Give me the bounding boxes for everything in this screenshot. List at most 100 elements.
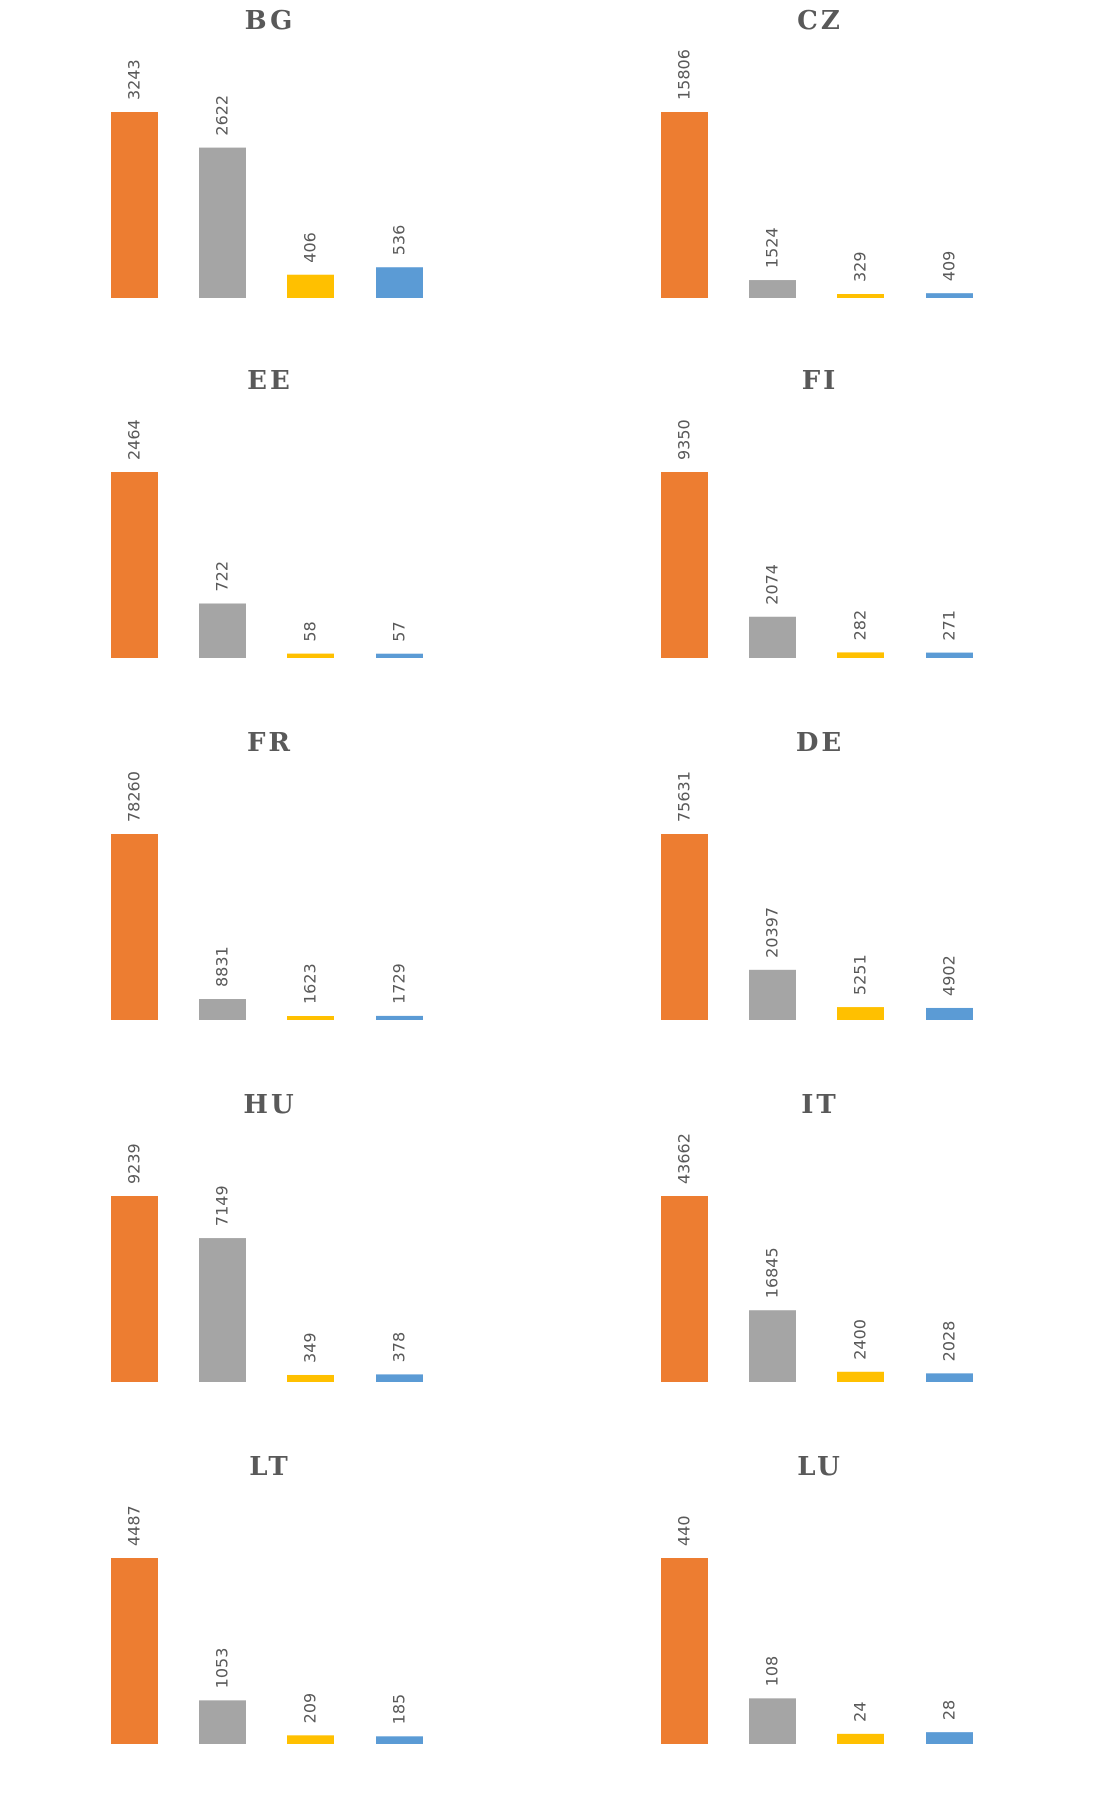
bar-3 <box>837 652 884 658</box>
data-label: 108 <box>763 1656 782 1687</box>
bar-1 <box>111 1558 158 1744</box>
bar-3 <box>287 274 334 298</box>
bar-2 <box>199 1238 246 1382</box>
bar-3 <box>837 294 884 298</box>
data-label: 271 <box>940 610 959 641</box>
chart-title: FI <box>801 366 839 396</box>
data-label: 185 <box>390 1694 409 1725</box>
chart-title: FR <box>246 728 294 758</box>
data-label: 536 <box>390 225 409 256</box>
bar-chart: 75631 20397 5251 4902 <box>661 771 973 1020</box>
bar-2 <box>199 603 246 658</box>
bar-3 <box>287 1374 334 1382</box>
data-label: 1053 <box>213 1648 232 1689</box>
chart-panel-lu: LU 440 108 24 28 <box>560 1446 1080 1806</box>
bar-1 <box>661 1196 708 1382</box>
bar-1 <box>661 112 708 298</box>
bar-2 <box>199 1700 246 1744</box>
bar-2 <box>199 147 246 298</box>
chart-panel-lt: LT 4487 1053 209 185 <box>10 1446 530 1806</box>
chart-title: CZ <box>797 6 843 36</box>
bar-3 <box>287 1016 334 1020</box>
bar-1 <box>111 472 158 658</box>
chart-title: LT <box>249 1452 291 1482</box>
bar-3 <box>837 1007 884 1020</box>
data-label: 8831 <box>213 946 232 987</box>
bar-2 <box>749 280 796 298</box>
data-label: 16845 <box>763 1247 782 1298</box>
bar-4 <box>376 1736 423 1744</box>
data-label: 20397 <box>763 907 782 958</box>
data-label: 5251 <box>851 954 870 995</box>
data-label: 2464 <box>125 419 144 460</box>
bar-1 <box>111 112 158 298</box>
chart-panel-ee: EE 2464 722 58 57 <box>10 360 530 720</box>
chart-panel-it: IT 43662 16845 2400 2028 <box>560 1084 1080 1444</box>
chart-title: EE <box>247 366 293 396</box>
data-label: 409 <box>940 251 959 282</box>
bar-2 <box>749 1310 796 1382</box>
chart-title: BG <box>244 6 296 36</box>
chart-panel-cz: CZ 15806 1524 329 409 <box>560 0 1080 360</box>
bar-chart: 3243 2622 406 536 <box>111 59 423 298</box>
data-label: 2074 <box>763 564 782 605</box>
bar-3 <box>287 653 334 658</box>
bar-chart: 440 108 24 28 <box>661 1515 973 1744</box>
bar-1 <box>111 1196 158 1382</box>
bar-4 <box>926 1373 973 1382</box>
data-label: 722 <box>213 561 232 592</box>
data-label: 2400 <box>851 1319 870 1360</box>
data-label: 9350 <box>675 419 694 460</box>
chart-title: LU <box>797 1452 843 1482</box>
data-label: 378 <box>390 1332 409 1363</box>
chart-panel-fi: FI 9350 2074 282 271 <box>560 360 1080 720</box>
data-label: 57 <box>390 621 409 641</box>
chart-panel-bg: BG 3243 2622 406 536 <box>10 0 530 360</box>
chart-panel-fr: FR 78260 8831 1623 1729 <box>10 722 530 1082</box>
chart-title: HU <box>243 1090 297 1120</box>
bar-chart: 78260 8831 1623 1729 <box>111 771 423 1020</box>
data-label: 2622 <box>213 95 232 136</box>
bar-4 <box>926 1732 973 1744</box>
data-label: 78260 <box>125 771 144 822</box>
bar-chart: 9239 7149 349 378 <box>111 1143 423 1382</box>
bar-1 <box>661 834 708 1020</box>
chart-panel-hu: HU 9239 7149 349 378 <box>10 1084 530 1444</box>
data-label: 209 <box>301 1693 320 1724</box>
bar-1 <box>111 834 158 1020</box>
data-label: 24 <box>851 1701 870 1721</box>
bar-chart: 43662 16845 2400 2028 <box>661 1133 973 1382</box>
chart-panel-de: DE 75631 20397 5251 4902 <box>560 722 1080 1082</box>
data-label: 58 <box>301 621 320 641</box>
data-label: 1524 <box>763 227 782 268</box>
data-label: 2028 <box>940 1321 959 1362</box>
bar-2 <box>749 969 796 1020</box>
bar-chart: 4487 1053 209 185 <box>111 1505 423 1744</box>
bar-chart: 9350 2074 282 271 <box>661 419 973 658</box>
data-label: 7149 <box>213 1185 232 1226</box>
data-label: 282 <box>851 610 870 641</box>
data-label: 1729 <box>390 963 409 1004</box>
bar-chart: 15806 1524 329 409 <box>661 49 973 298</box>
data-label: 1623 <box>301 963 320 1004</box>
bar-4 <box>376 267 423 298</box>
bar-3 <box>837 1371 884 1382</box>
data-label: 4487 <box>125 1505 144 1546</box>
bar-1 <box>661 1558 708 1744</box>
bar-2 <box>749 1698 796 1744</box>
data-label: 440 <box>675 1515 694 1546</box>
data-label: 406 <box>301 232 320 263</box>
bar-4 <box>926 1007 973 1020</box>
bar-2 <box>749 616 796 658</box>
small-multiples-chart-grid: BG 3243 2622 406 536 CZ 15806 1524 329 409 EE 2464 7… <box>10 0 1080 1744</box>
bar-4 <box>926 293 973 298</box>
data-label: 28 <box>940 1700 959 1720</box>
data-label: 329 <box>851 251 870 282</box>
bar-2 <box>199 999 246 1020</box>
data-label: 43662 <box>675 1133 694 1184</box>
bar-4 <box>376 653 423 658</box>
bar-3 <box>837 1733 884 1744</box>
bar-4 <box>926 652 973 658</box>
chart-title: DE <box>795 728 845 758</box>
chart-title: IT <box>801 1090 839 1120</box>
